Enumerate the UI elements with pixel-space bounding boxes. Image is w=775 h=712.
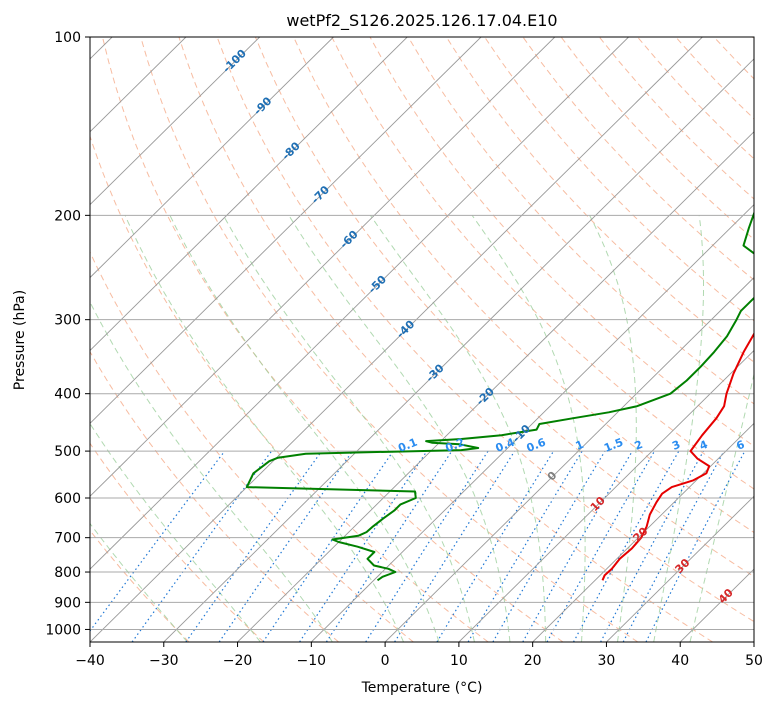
x-tick-label: 50 <box>745 653 763 669</box>
x-tick-label: 20 <box>524 653 542 669</box>
x-tick-label: 30 <box>598 653 616 669</box>
x-tick-label: −40 <box>75 653 105 669</box>
y-tick-label: 100 <box>54 30 81 46</box>
chart-title: wetPf2_S126.2025.126.17.04.E10 <box>286 11 557 31</box>
y-tick-label: 1000 <box>45 622 81 638</box>
x-tick-label: 40 <box>671 653 689 669</box>
x-tick-label: 0 <box>381 653 390 669</box>
y-tick-label: 700 <box>54 531 81 547</box>
x-tick-label: −30 <box>149 653 179 669</box>
x-tick-label: 10 <box>450 653 468 669</box>
x-tick-label: −10 <box>297 653 327 669</box>
y-axis-label: Pressure (hPa) <box>12 290 28 390</box>
x-axis-label: Temperature (°C) <box>361 680 483 696</box>
y-tick-label: 300 <box>54 313 81 329</box>
y-tick-label: 900 <box>54 595 81 611</box>
y-tick-label: 800 <box>54 565 81 581</box>
x-tick-label: −20 <box>223 653 253 669</box>
y-tick-label: 500 <box>54 444 81 460</box>
y-tick-label: 200 <box>54 208 81 224</box>
y-tick-label: 600 <box>54 491 81 507</box>
y-tick-label: 400 <box>54 387 81 403</box>
